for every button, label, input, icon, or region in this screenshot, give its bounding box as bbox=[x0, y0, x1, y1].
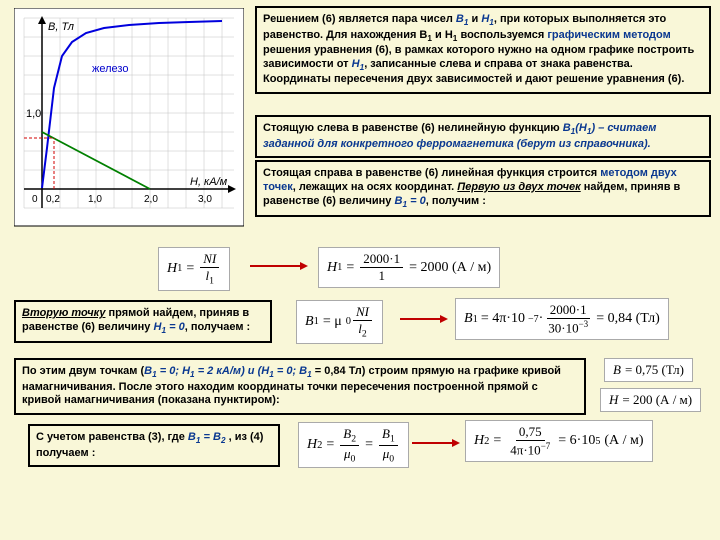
arrow-icon bbox=[250, 265, 300, 267]
arrow-icon bbox=[400, 318, 440, 320]
svg-text:2,0: 2,0 bbox=[144, 194, 158, 205]
textbox-2: Стоящую слева в равенстве (6) нелинейную… bbox=[255, 115, 711, 158]
formula-h2-result: H2 = 0,754π·10−7 = 6·105 (А / м) bbox=[465, 420, 653, 462]
textbox-1: Решением (6) является пара чисел B1 и H1… bbox=[255, 6, 711, 94]
svg-text:3,0: 3,0 bbox=[198, 194, 212, 205]
svg-text:1,0: 1,0 bbox=[88, 194, 102, 205]
svg-text:железо: железо bbox=[92, 63, 128, 75]
formula-b-result: B= 0,75 (Тл) bbox=[604, 358, 693, 382]
svg-text:1,0: 1,0 bbox=[26, 108, 41, 120]
svg-text:B, Тл: B, Тл bbox=[48, 21, 74, 33]
formula-b1-first: B1 = μ0 NIl2 bbox=[296, 300, 383, 344]
textbox-4: Вторую точку прямой найдем, приняв в рав… bbox=[14, 300, 272, 343]
formula-b1-result: B1 = 4π·10−7 · 2000·130·10−3 = 0,84 (Тл) bbox=[455, 298, 669, 340]
formula-h-result: H= 200 (А / м) bbox=[600, 388, 701, 412]
textbox-3: Стоящая справа в равенстве (6) линейная … bbox=[255, 160, 711, 217]
svg-text:0: 0 bbox=[32, 194, 38, 205]
formula-h1-result: H1 = 2000·11 = 2000 (А / м) bbox=[318, 247, 500, 288]
formula-h2-first: H2 = B2μ0 = B1μ0 bbox=[298, 422, 409, 468]
formula-h1-first: H1 = NIl1 bbox=[158, 247, 230, 291]
textbox-5: По этим двум точкам (B1 = 0; H1 = 2 кА/м… bbox=[14, 358, 586, 415]
arrow-icon bbox=[412, 442, 452, 444]
textbox-6: С учетом равенства (3), где B1 = B2 , из… bbox=[28, 424, 280, 467]
magnetization-chart: B, Тл H, кА/м железо 1,0 0 0,2 1,0 2,0 3… bbox=[14, 8, 244, 228]
svg-text:0,2: 0,2 bbox=[46, 194, 60, 205]
svg-text:H, кА/м: H, кА/м bbox=[190, 176, 228, 188]
